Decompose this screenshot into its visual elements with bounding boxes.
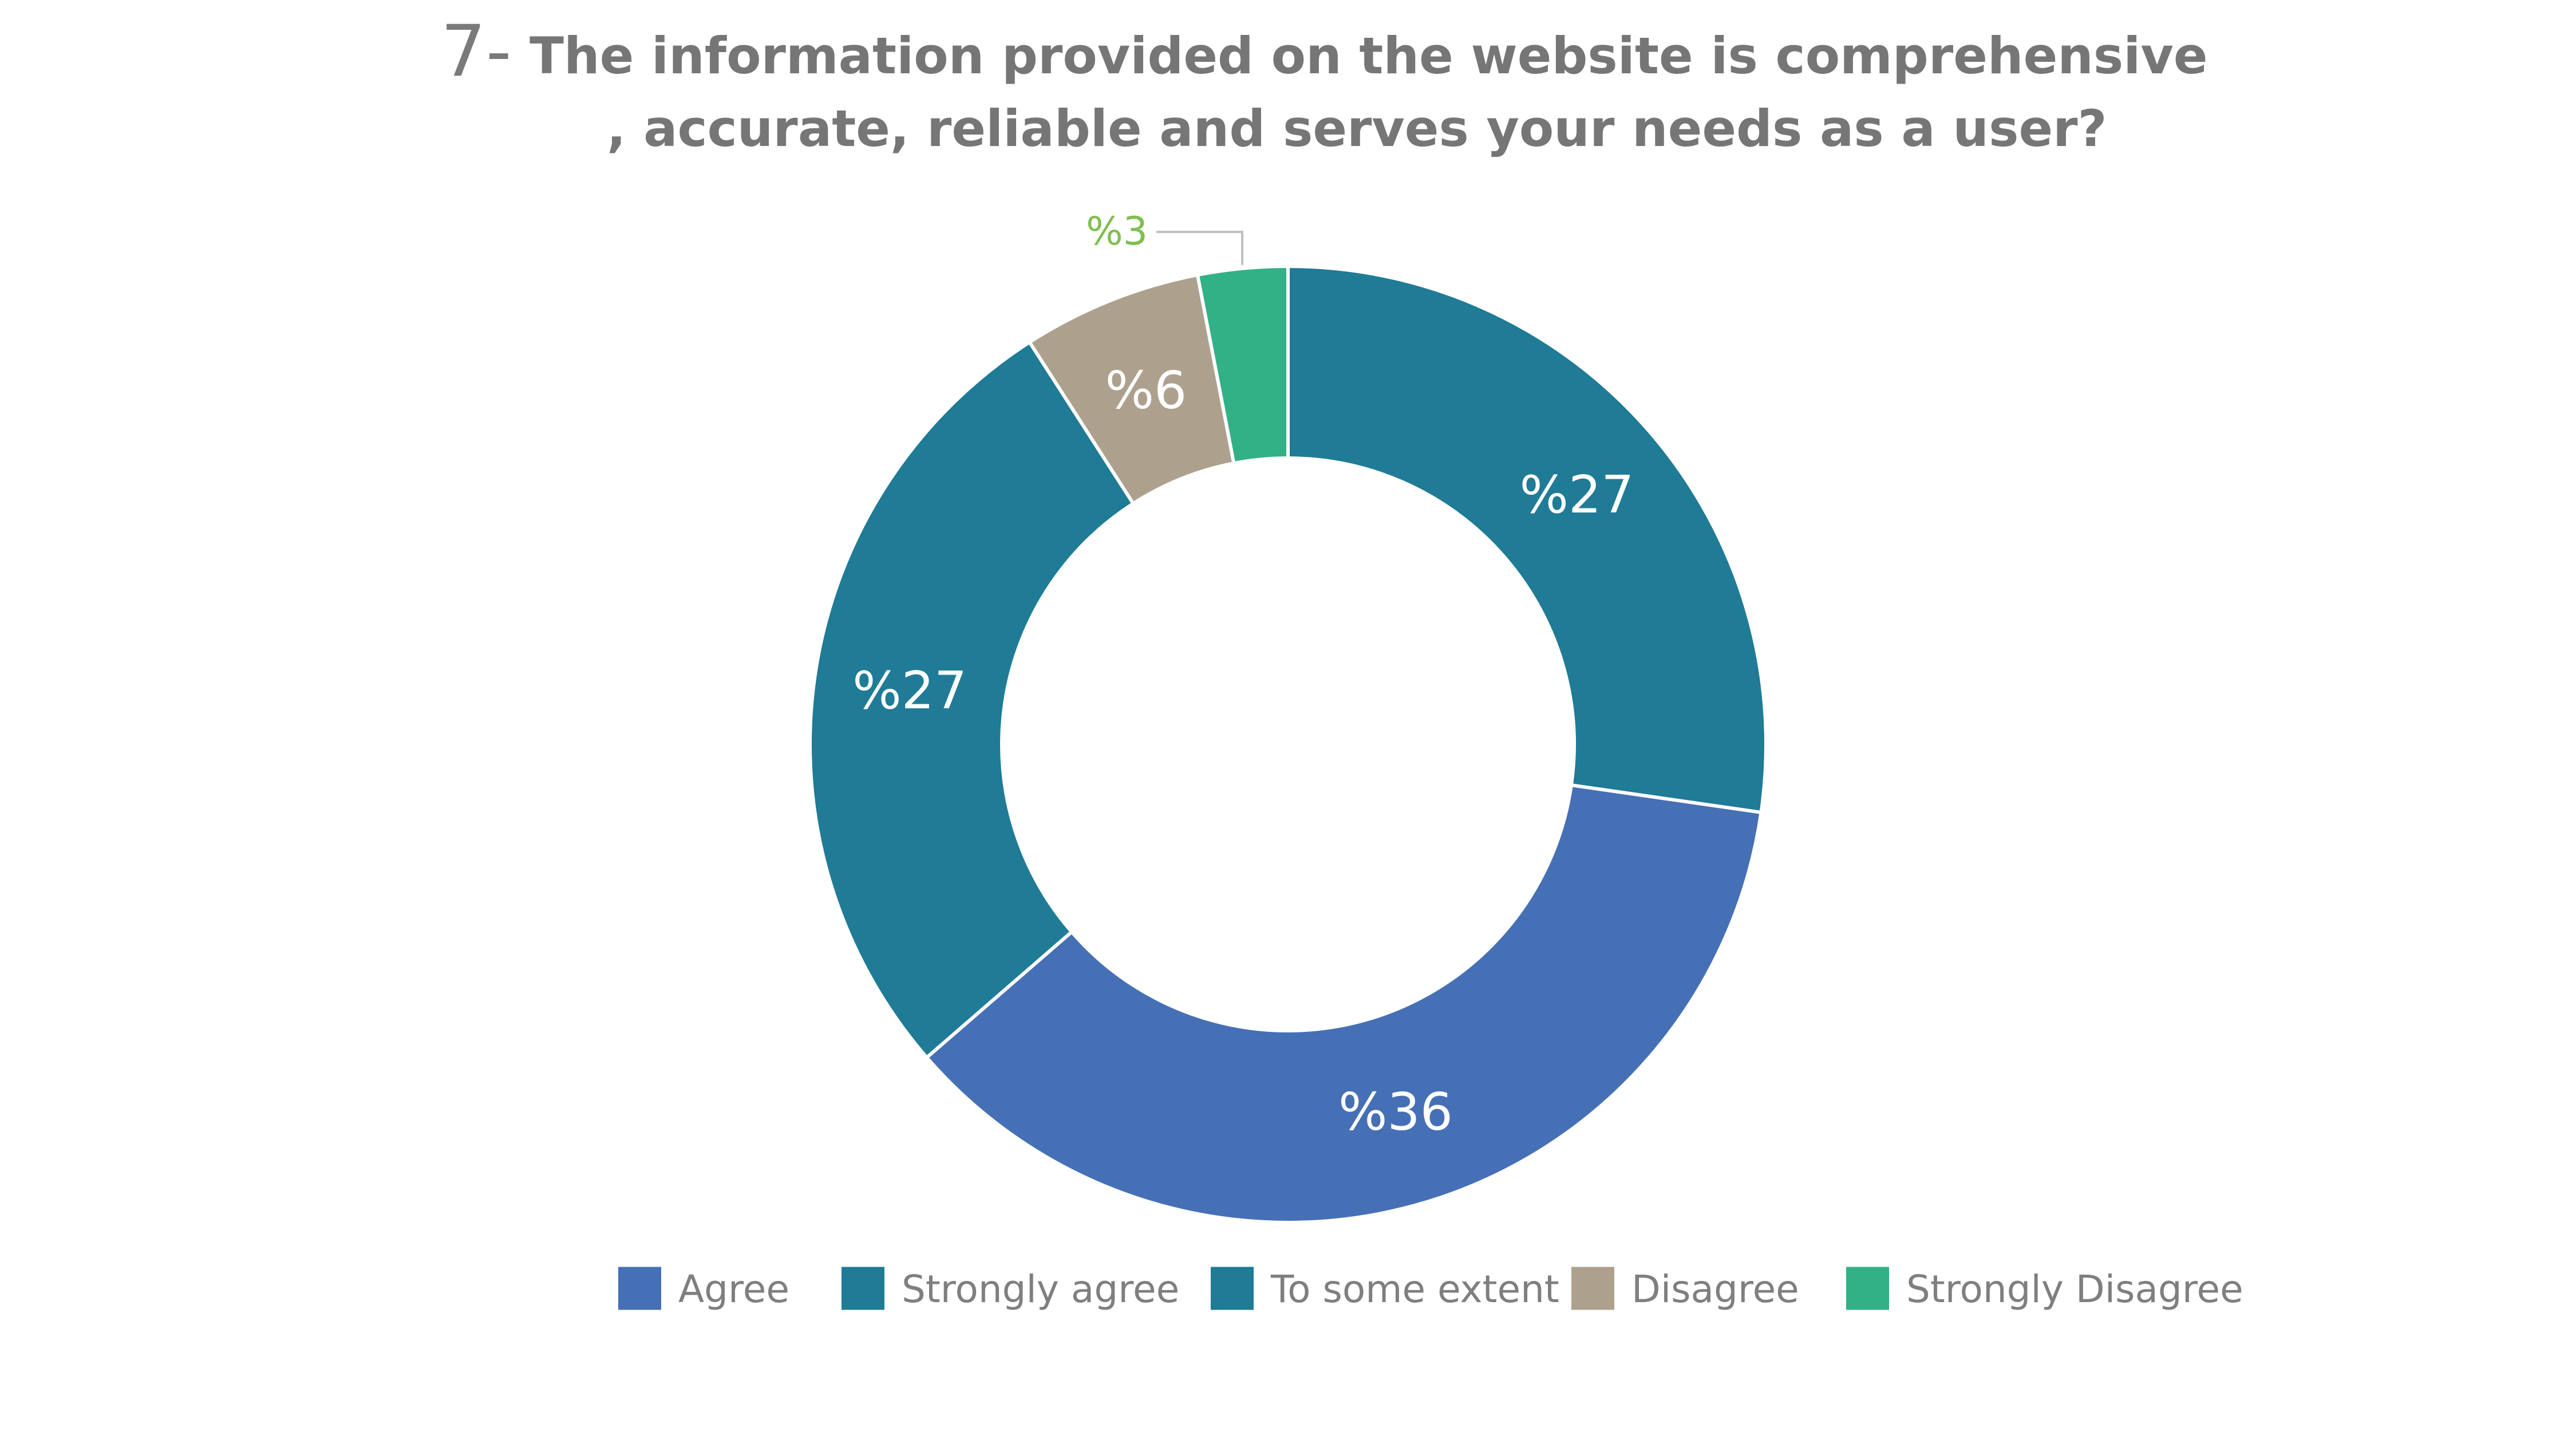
slice-to-some-extent — [808, 340, 1136, 1060]
legend-swatch-strongly-agree — [841, 1267, 884, 1310]
data-label-strongly-disagree: %3 — [1086, 209, 1148, 254]
donut-slices — [808, 264, 1768, 1224]
slice-strongly-disagree — [1195, 264, 1290, 466]
legend-label-to-some-extent: To some extent — [1270, 1267, 1559, 1311]
leader-line-strongly-disagree — [1156, 231, 1244, 265]
legend-item-to-some-extent: To some extent — [1211, 1267, 1559, 1311]
title-line-1: The information provided on the website … — [530, 26, 2208, 85]
legend-item-strongly-disagree: Strongly Disagree — [1846, 1267, 2243, 1311]
legend-swatch-strongly-disagree — [1846, 1267, 1889, 1310]
legend-swatch-disagree — [1571, 1267, 1614, 1310]
legend-item-strongly-agree: Strongly agree — [841, 1267, 1179, 1311]
legend-swatch-agree — [618, 1267, 661, 1310]
data-label-agree: %36 — [1338, 1082, 1453, 1142]
legend-label-agree: Agree — [678, 1267, 789, 1311]
legend-label-disagree: Disagree — [1631, 1267, 1799, 1311]
legend-label-strongly-disagree: Strongly Disagree — [1906, 1267, 2243, 1311]
data-label-to-some-extent: %27 — [852, 661, 967, 721]
legend-label-strongly-agree: Strongly agree — [902, 1267, 1179, 1311]
data-label-disagree: %6 — [1105, 360, 1187, 420]
chart-legend: Agree Strongly agree To some extent Disagre… — [618, 1267, 2243, 1311]
slice-strongly-agree — [1286, 264, 1768, 815]
title-line-2: , accurate, reliable and serves your nee… — [607, 99, 2107, 158]
legend-item-disagree: Disagree — [1571, 1267, 1799, 1311]
title-number: 7- — [441, 10, 512, 93]
donut-data-labels: %27 %36 %27 %6 %3 — [852, 209, 1634, 1142]
data-label-strongly-agree: %27 — [1519, 465, 1634, 525]
chart-title: 7- The information provided on the websi… — [441, 10, 2208, 158]
legend-item-agree: Agree — [618, 1267, 789, 1311]
legend-swatch-to-some-extent — [1211, 1267, 1254, 1310]
slice-agree — [924, 783, 1763, 1224]
